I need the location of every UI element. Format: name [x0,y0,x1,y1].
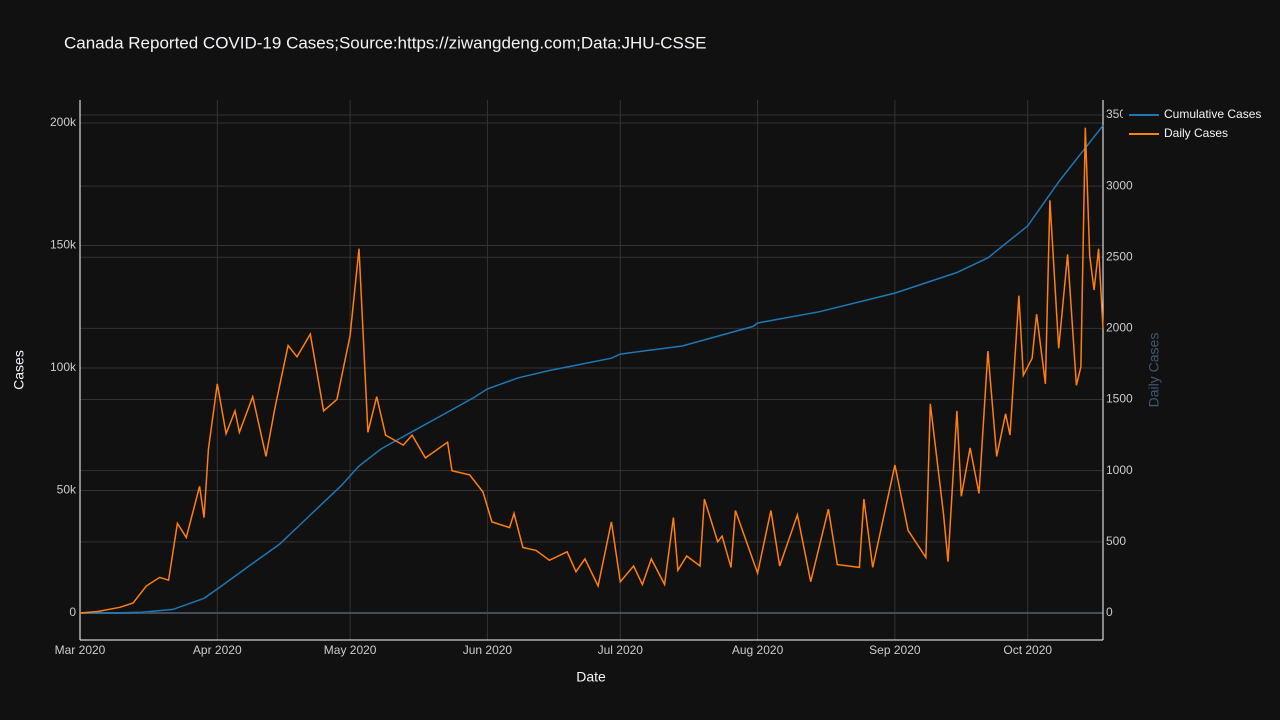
y-tick-label: 150k [50,238,77,252]
series-line [79,127,1104,614]
y2-tick-label: 500 [1106,534,1126,548]
y2-tick-label: 1000 [1106,463,1133,477]
legend-label: Cumulative Cases [1164,107,1261,121]
y2-axis-title: Daily Cases [1146,333,1162,408]
y-axis-title: Cases [11,350,27,390]
y2-tick-label: 2000 [1106,321,1133,335]
x-axis-title: Date [576,669,606,685]
x-tick-label: Sep 2020 [869,643,921,657]
x-tick-label: Apr 2020 [193,643,242,657]
legend-background [1123,100,1280,150]
x-tick-label: Oct 2020 [1003,643,1052,657]
y2-tick-label: 3000 [1106,178,1133,192]
x-tick-label: Mar 2020 [55,643,106,657]
series-line [79,125,1104,614]
y-tick-label: 200k [50,115,77,129]
y-tick-label: 50k [57,483,77,497]
legend-label: Daily Cases [1164,126,1228,140]
chart-title: Canada Reported COVID-19 Cases;Source:ht… [64,33,707,52]
x-tick-label: Aug 2020 [732,643,784,657]
y-tick-label: 100k [50,360,77,374]
y2-tick-label: 1500 [1106,392,1133,406]
y2-tick-label: 2500 [1106,249,1133,263]
x-tick-label: Jun 2020 [463,643,513,657]
y2-tick-label: 0 [1106,605,1113,619]
x-tick-label: Jul 2020 [598,643,644,657]
y-tick-label: 0 [69,605,76,619]
x-tick-label: May 2020 [324,643,377,657]
